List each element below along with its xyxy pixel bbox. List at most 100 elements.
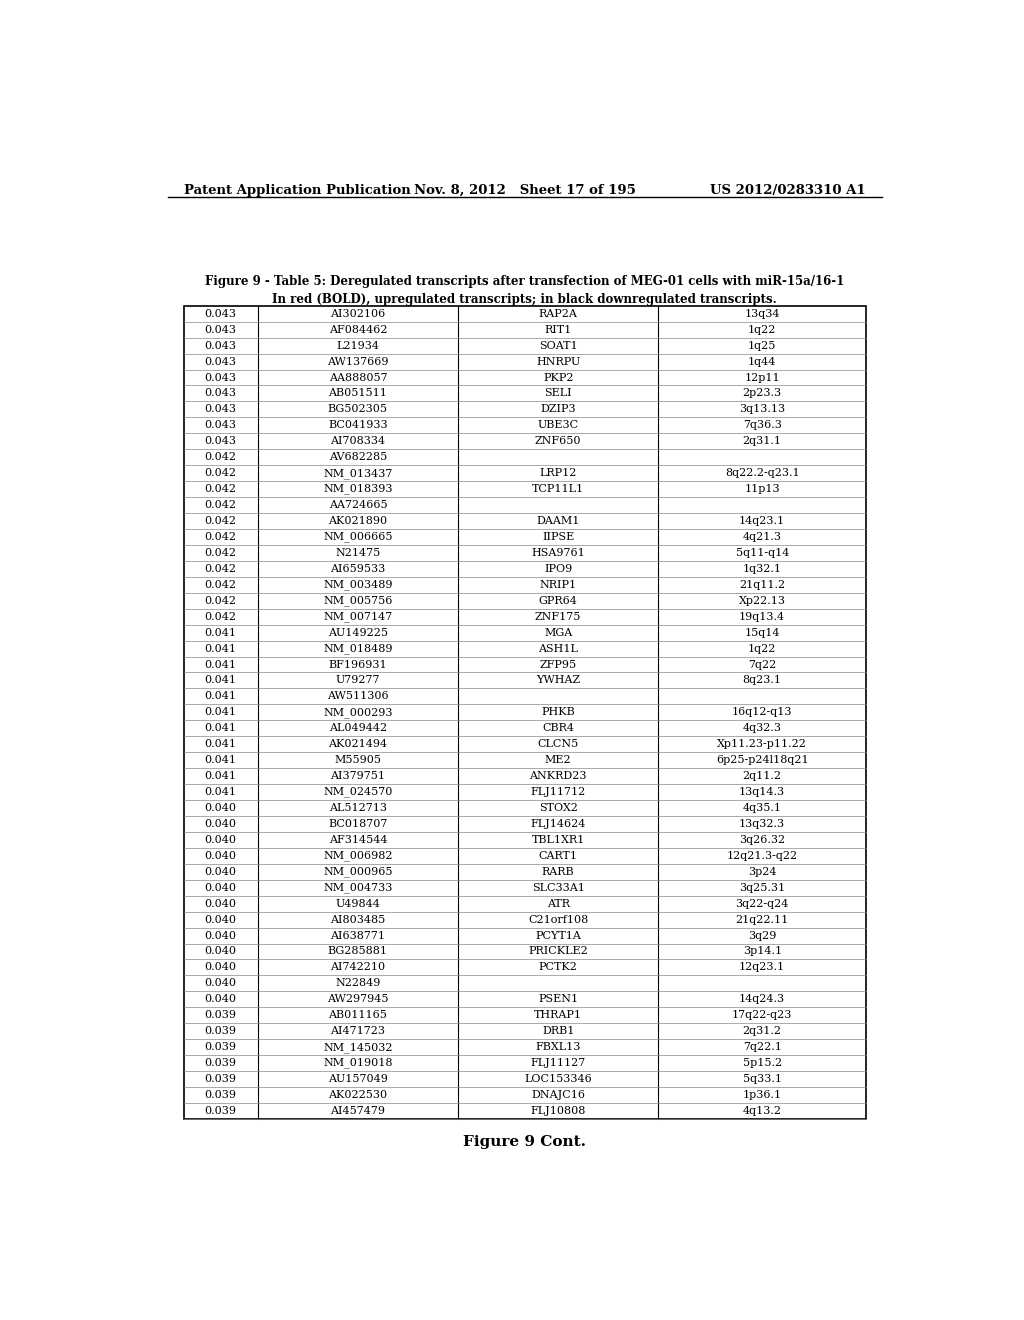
Text: RIT1: RIT1 — [545, 325, 571, 335]
Text: In red (BOLD), upregulated transcripts; in black downregulated transcripts.: In red (BOLD), upregulated transcripts; … — [272, 293, 777, 305]
Text: 0.040: 0.040 — [205, 946, 237, 957]
Text: C21orf108: C21orf108 — [528, 915, 589, 924]
Text: NM_000293: NM_000293 — [324, 708, 392, 718]
Text: ZNF175: ZNF175 — [535, 611, 582, 622]
Text: NM_019018: NM_019018 — [324, 1057, 392, 1068]
Text: U49844: U49844 — [336, 899, 380, 908]
Text: 3q22-q24: 3q22-q24 — [735, 899, 788, 908]
Text: 17q22-q23: 17q22-q23 — [732, 1010, 793, 1020]
Text: Nov. 8, 2012   Sheet 17 of 195: Nov. 8, 2012 Sheet 17 of 195 — [414, 183, 636, 197]
Text: 0.043: 0.043 — [205, 404, 237, 414]
Text: 0.040: 0.040 — [205, 978, 237, 989]
Text: GPR64: GPR64 — [539, 595, 578, 606]
Text: 5q33.1: 5q33.1 — [742, 1074, 781, 1084]
Text: AA888057: AA888057 — [329, 372, 387, 383]
Text: 0.043: 0.043 — [205, 341, 237, 351]
Text: FLJ11127: FLJ11127 — [530, 1059, 586, 1068]
Text: 14q24.3: 14q24.3 — [739, 994, 785, 1005]
Text: 3q26.32: 3q26.32 — [739, 834, 785, 845]
Text: 8q22.2-q23.1: 8q22.2-q23.1 — [725, 469, 800, 478]
Text: 7q22: 7q22 — [749, 660, 776, 669]
Text: NM_004733: NM_004733 — [324, 882, 392, 894]
Text: FLJ11712: FLJ11712 — [530, 787, 586, 797]
Text: Patent Application Publication: Patent Application Publication — [183, 183, 411, 197]
Text: L21934: L21934 — [337, 341, 379, 351]
Text: AI302106: AI302106 — [331, 309, 385, 318]
Text: AW137669: AW137669 — [327, 356, 389, 367]
Text: DAAM1: DAAM1 — [537, 516, 580, 525]
Text: 0.041: 0.041 — [205, 755, 237, 766]
Text: SOAT1: SOAT1 — [539, 341, 578, 351]
Text: 7q22.1: 7q22.1 — [742, 1043, 781, 1052]
Text: 0.039: 0.039 — [205, 1106, 237, 1115]
Text: 0.040: 0.040 — [205, 867, 237, 876]
Text: AI457479: AI457479 — [331, 1106, 385, 1115]
Text: AI803485: AI803485 — [331, 915, 385, 924]
Text: AL049442: AL049442 — [329, 723, 387, 734]
Text: Xp22.13: Xp22.13 — [738, 595, 785, 606]
Text: 0.041: 0.041 — [205, 627, 237, 638]
Text: PHKB: PHKB — [542, 708, 575, 717]
Text: 0.043: 0.043 — [205, 420, 237, 430]
Text: IPO9: IPO9 — [544, 564, 572, 574]
Text: 0.043: 0.043 — [205, 325, 237, 335]
Text: BF196931: BF196931 — [329, 660, 387, 669]
Text: 1q22: 1q22 — [748, 644, 776, 653]
Text: NRIP1: NRIP1 — [540, 579, 577, 590]
Text: 0.042: 0.042 — [205, 516, 237, 525]
Text: 6p25-p24l18q21: 6p25-p24l18q21 — [716, 755, 809, 766]
Text: 1q25: 1q25 — [748, 341, 776, 351]
Text: 3p14.1: 3p14.1 — [742, 946, 781, 957]
Text: AI742210: AI742210 — [331, 962, 385, 973]
Text: CBR4: CBR4 — [542, 723, 574, 734]
Text: AI638771: AI638771 — [331, 931, 385, 941]
Text: 4q35.1: 4q35.1 — [742, 803, 781, 813]
Text: 3q25.31: 3q25.31 — [739, 883, 785, 892]
Text: 15q14: 15q14 — [744, 627, 780, 638]
Text: NM_007147: NM_007147 — [324, 611, 392, 622]
Text: 16q12-q13: 16q12-q13 — [732, 708, 793, 717]
Text: LOC153346: LOC153346 — [524, 1074, 592, 1084]
Text: 0.040: 0.040 — [205, 883, 237, 892]
Text: 0.041: 0.041 — [205, 787, 237, 797]
Text: 0.040: 0.040 — [205, 851, 237, 861]
Text: NM_018393: NM_018393 — [324, 483, 392, 495]
Text: CLCN5: CLCN5 — [538, 739, 579, 750]
Text: 1p36.1: 1p36.1 — [742, 1090, 781, 1100]
Text: HNRPU: HNRPU — [536, 356, 581, 367]
Text: SLC33A1: SLC33A1 — [531, 883, 585, 892]
Text: FLJ10808: FLJ10808 — [530, 1106, 586, 1115]
Text: PSEN1: PSEN1 — [539, 994, 579, 1005]
Text: AL512713: AL512713 — [329, 803, 387, 813]
Text: AW511306: AW511306 — [327, 692, 389, 701]
Text: AW297945: AW297945 — [327, 994, 389, 1005]
Text: 12p11: 12p11 — [744, 372, 780, 383]
Text: AF084462: AF084462 — [329, 325, 387, 335]
Text: 2q31.1: 2q31.1 — [742, 437, 781, 446]
Text: N21475: N21475 — [335, 548, 381, 558]
Text: 0.041: 0.041 — [205, 708, 237, 717]
Text: 0.039: 0.039 — [205, 1074, 237, 1084]
Text: AB051511: AB051511 — [329, 388, 387, 399]
Text: 3p24: 3p24 — [748, 867, 776, 876]
Text: 2p23.3: 2p23.3 — [742, 388, 781, 399]
Text: 0.042: 0.042 — [205, 500, 237, 510]
Text: 5q11-q14: 5q11-q14 — [735, 548, 788, 558]
Text: BG285881: BG285881 — [328, 946, 388, 957]
Text: US 2012/0283310 A1: US 2012/0283310 A1 — [711, 183, 866, 197]
Text: 2q31.2: 2q31.2 — [742, 1026, 781, 1036]
Text: 0.042: 0.042 — [205, 453, 237, 462]
Text: 0.042: 0.042 — [205, 595, 237, 606]
Text: DNAJC16: DNAJC16 — [531, 1090, 585, 1100]
Text: 12q23.1: 12q23.1 — [739, 962, 785, 973]
Text: NM_006665: NM_006665 — [324, 532, 392, 543]
Text: ATR: ATR — [547, 899, 569, 908]
Bar — [183, 306, 866, 1119]
Text: 0.043: 0.043 — [205, 388, 237, 399]
Text: 13q34: 13q34 — [744, 309, 780, 318]
Text: TBL1XR1: TBL1XR1 — [531, 834, 585, 845]
Text: AI708334: AI708334 — [331, 437, 385, 446]
Text: AK022530: AK022530 — [329, 1090, 387, 1100]
Text: MGA: MGA — [544, 627, 572, 638]
Text: PKP2: PKP2 — [543, 372, 573, 383]
